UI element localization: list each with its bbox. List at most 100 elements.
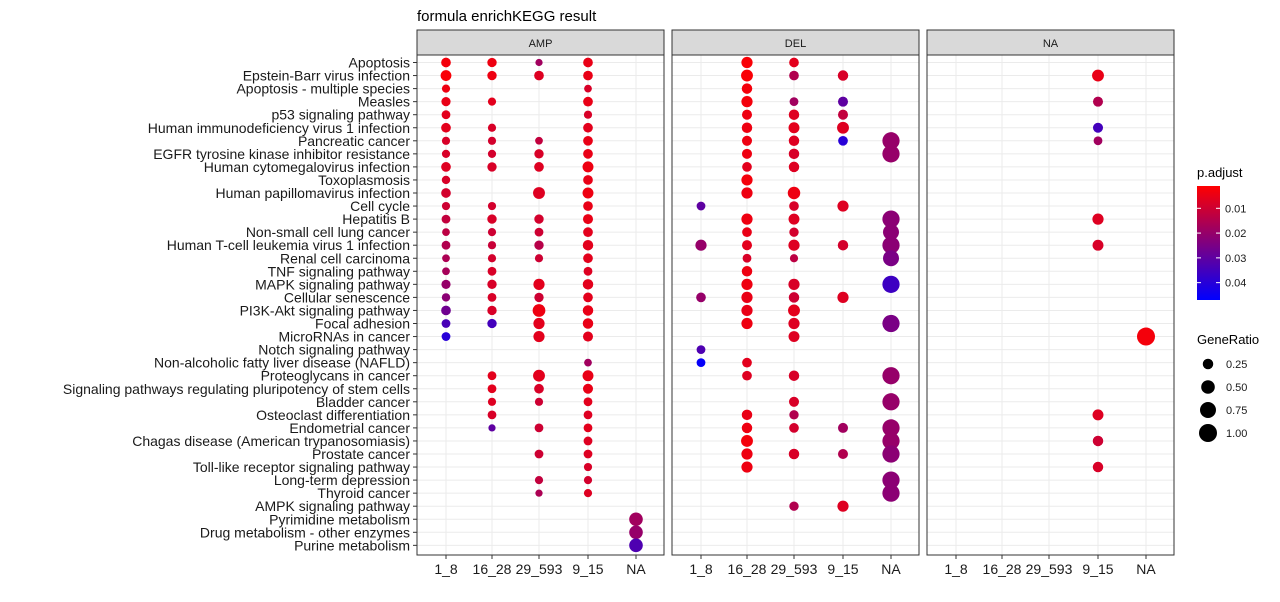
data-point bbox=[441, 201, 451, 211]
y-tick-label: Cellular senescence bbox=[284, 289, 410, 305]
data-point bbox=[533, 187, 545, 199]
y-tick-label: Human cytomegalovirus infection bbox=[204, 159, 410, 175]
data-point bbox=[882, 236, 900, 254]
data-point bbox=[441, 319, 451, 328]
data-point bbox=[487, 254, 497, 263]
y-tick-label: EGFR tyrosine kinase inhibitor resistanc… bbox=[153, 146, 410, 162]
y-tick-label: AMPK signaling pathway bbox=[255, 498, 410, 514]
data-point bbox=[741, 278, 753, 290]
panel-border bbox=[671, 54, 920, 556]
x-tick-label: 16_28 bbox=[473, 561, 512, 577]
data-point bbox=[882, 471, 900, 489]
data-point bbox=[837, 70, 849, 81]
x-tick-label: 16_28 bbox=[728, 561, 767, 577]
data-point bbox=[741, 409, 753, 421]
data-point bbox=[583, 410, 593, 420]
data-point bbox=[534, 240, 544, 250]
data-point bbox=[787, 186, 801, 200]
data-point bbox=[441, 149, 451, 158]
data-point bbox=[741, 317, 753, 330]
data-point bbox=[441, 305, 451, 316]
data-point bbox=[837, 109, 849, 120]
y-tick-label: MAPK signaling pathway bbox=[255, 276, 410, 292]
data-point bbox=[882, 210, 900, 228]
data-point bbox=[883, 224, 899, 241]
data-point bbox=[788, 161, 800, 173]
data-point bbox=[788, 292, 800, 303]
data-point bbox=[788, 239, 800, 251]
data-point bbox=[838, 135, 848, 146]
data-point bbox=[741, 83, 753, 94]
data-point bbox=[441, 293, 451, 302]
data-point bbox=[583, 201, 593, 211]
data-point bbox=[441, 279, 451, 289]
y-tick-label: Renal cell carcinoma bbox=[280, 250, 410, 266]
y-tick-label: Non-alcoholic fatty liver disease (NAFLD… bbox=[154, 355, 410, 371]
data-point bbox=[741, 422, 753, 434]
data-point bbox=[1092, 69, 1104, 82]
data-point bbox=[741, 69, 753, 82]
data-point bbox=[741, 135, 753, 146]
x-tick-label: 29_593 bbox=[1026, 561, 1073, 577]
data-point bbox=[742, 227, 752, 238]
data-point bbox=[837, 239, 849, 251]
data-point bbox=[582, 239, 594, 251]
data-point bbox=[741, 304, 753, 317]
y-tick-label: PI3K-Akt signaling pathway bbox=[240, 302, 410, 318]
data-point bbox=[882, 314, 900, 333]
y-tick-label: Apoptosis bbox=[349, 55, 410, 71]
data-point bbox=[487, 149, 497, 158]
data-point bbox=[441, 175, 451, 185]
y-tick-label: Non-small cell lung cancer bbox=[246, 224, 411, 240]
data-point bbox=[441, 122, 451, 133]
data-point bbox=[1092, 213, 1104, 225]
y-tick-label: MicroRNAs in cancer bbox=[279, 329, 411, 345]
data-point bbox=[695, 239, 707, 251]
facet-panel-del: DEL 1_8 16_28 29_593 9_15 NA bbox=[671, 29, 920, 577]
y-tick-label: Apoptosis - multiple species bbox=[236, 81, 410, 97]
data-point bbox=[882, 445, 900, 463]
data-point bbox=[488, 424, 496, 432]
data-point bbox=[440, 70, 452, 81]
data-point bbox=[442, 267, 450, 276]
data-point bbox=[487, 123, 497, 132]
data-point bbox=[883, 250, 899, 267]
data-point bbox=[535, 489, 543, 497]
data-point bbox=[583, 292, 593, 303]
facet-panel-amp: AMP 1_8 16_28 29_593 9_15 NA bbox=[416, 29, 665, 577]
data-point bbox=[583, 489, 593, 498]
x-tick-label: 29_593 bbox=[516, 561, 563, 577]
data-point bbox=[882, 275, 900, 293]
data-point bbox=[487, 241, 497, 250]
data-point bbox=[583, 436, 593, 446]
y-tick-label: p53 signaling pathway bbox=[271, 107, 410, 123]
data-point bbox=[582, 305, 594, 316]
data-point bbox=[882, 484, 900, 502]
y-tick-label: Toll-like receptor signaling pathway bbox=[193, 459, 410, 475]
data-point bbox=[534, 214, 544, 224]
size-legend-dot bbox=[1201, 380, 1215, 394]
data-point bbox=[583, 175, 593, 185]
data-point bbox=[583, 253, 593, 264]
data-point bbox=[882, 393, 900, 411]
panel-background bbox=[927, 55, 1174, 555]
data-point bbox=[789, 57, 799, 68]
size-legend-label: 0.25 bbox=[1226, 359, 1247, 371]
data-point bbox=[441, 84, 451, 93]
data-point bbox=[789, 97, 799, 107]
data-point bbox=[583, 96, 593, 107]
data-point bbox=[487, 201, 497, 211]
data-point bbox=[789, 201, 799, 211]
data-point bbox=[741, 56, 753, 69]
y-tick-label: Long-term depression bbox=[274, 472, 410, 488]
x-tick-label: 29_593 bbox=[771, 561, 818, 577]
data-point bbox=[534, 70, 544, 81]
y-tick-label: Toxoplasmosis bbox=[318, 172, 410, 188]
data-point bbox=[534, 149, 544, 159]
data-point bbox=[882, 367, 900, 385]
y-tick-label: Thyroid cancer bbox=[317, 485, 410, 501]
data-point bbox=[742, 357, 752, 368]
data-point bbox=[583, 423, 593, 433]
color-legend-label: 0.03 bbox=[1225, 253, 1246, 265]
data-point bbox=[533, 369, 545, 382]
